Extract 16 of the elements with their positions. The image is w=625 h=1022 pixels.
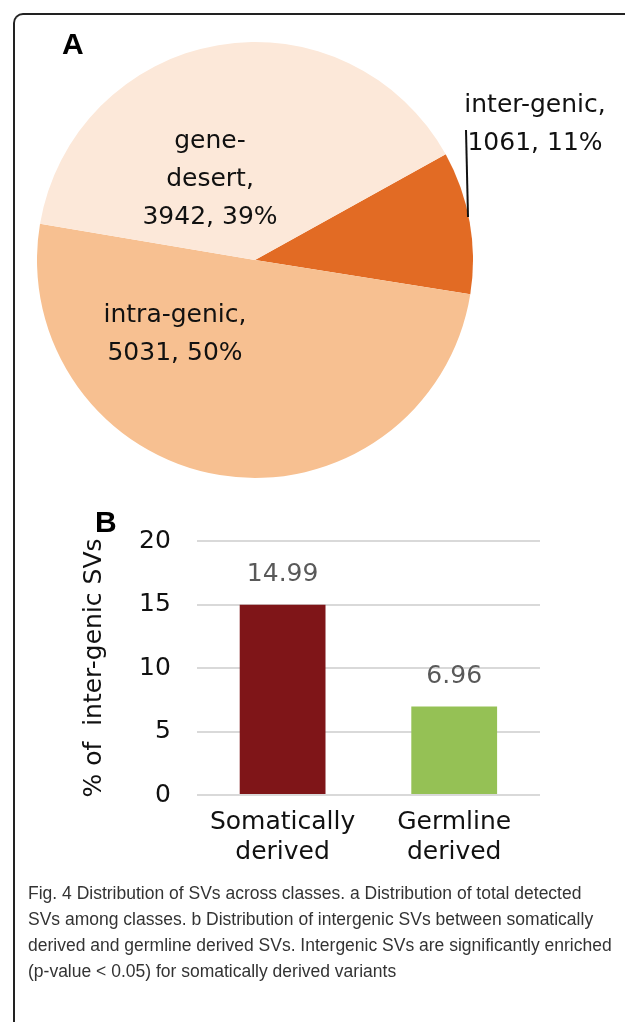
x-tick-label: Somatically derived (209, 805, 356, 865)
y-tick-label: 15 (139, 588, 171, 617)
y-tick-label: 5 (154, 715, 171, 744)
y-axis-title: % of inter-genic SVs (77, 538, 107, 798)
y-tick-label: 0 (154, 778, 171, 808)
chart-title: B (95, 505, 117, 539)
slice-label: inter-genic, 1061, 11% (464, 88, 606, 156)
slice-label: intra-genic, 5031, 50% (103, 298, 247, 366)
data-label: 14.99 (246, 557, 319, 587)
x-tick-label: Germline derived (397, 805, 512, 865)
data-label: 6.96 (426, 659, 483, 689)
y-tick-label: 20 (139, 524, 171, 554)
chart-title: A (62, 27, 84, 61)
slice-label: gene-desert, 3942, 39% (142, 124, 278, 230)
y-tick-label: 10 (139, 651, 171, 681)
caption: Fig. 4 Distribution of SVs across classes. a Distribution of total detected SVs among classes. b Distribution of intergenic SVs between somatically derived and germline derived SVs. Intergenic SVs are significantly enriched (p-value < 0.05) for somatically derived variants (28, 882, 613, 983)
